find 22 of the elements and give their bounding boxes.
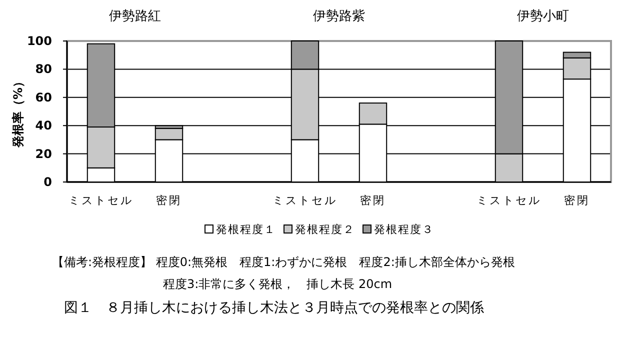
x-tick-label: ミストセル: [68, 194, 134, 207]
y-tick-label: 0: [44, 175, 52, 189]
text: 図１ ８月挿し木における挿し木法と３月時点での発根率との関係: [64, 300, 484, 316]
y-tick-label: 80: [35, 62, 52, 76]
text: 程度3:非常に多く発根， 挿し木長 20cm: [163, 277, 392, 291]
legend-label: 発根程度２: [295, 223, 355, 236]
x-tick-label: ミストセル: [272, 194, 338, 207]
text: 伊勢小町: [517, 9, 569, 24]
x-tick-label: 密閉: [156, 194, 182, 207]
text: 【備考:発根程度】 程度0:無発根 程度1:わずかに発根 程度2:挿し木部全体から発根: [52, 255, 515, 269]
legend-label: 発根程度１: [216, 223, 276, 236]
x-tick-label: ミストセル: [476, 194, 542, 207]
x-tick-label: 密閉: [564, 194, 590, 207]
y-tick-label: 40: [35, 118, 52, 133]
text: 伊勢路紅: [109, 9, 161, 24]
x-tick-label: 密閉: [360, 194, 386, 207]
legend-label: 発根程度３: [374, 223, 434, 236]
y-tick-label: 60: [35, 90, 52, 104]
y-tick-label: 100: [26, 34, 52, 48]
y-tick-label: 20: [35, 146, 52, 161]
text: 伊勢路紫: [313, 9, 365, 24]
y-axis-title: 発根率（%）: [11, 75, 25, 149]
